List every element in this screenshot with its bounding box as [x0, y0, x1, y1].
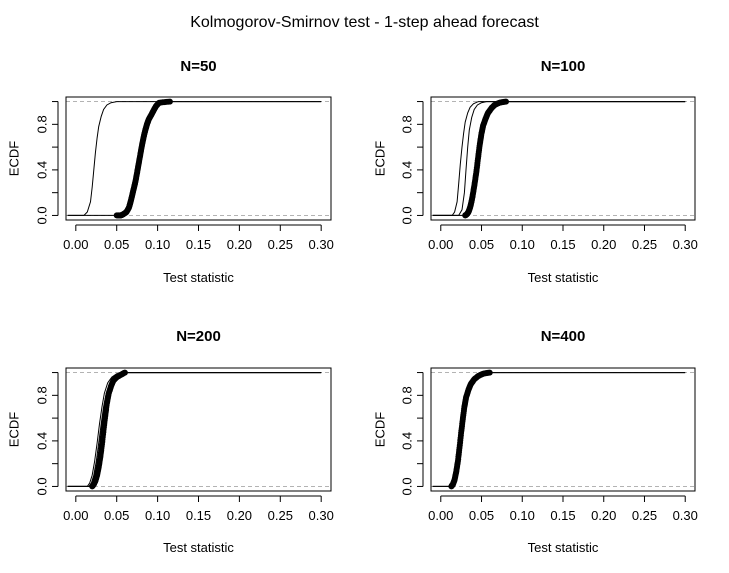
ecdf-line — [432, 101, 686, 216]
x-tick-label: 0.25 — [632, 508, 657, 523]
x-tick-label: 0.05 — [469, 237, 494, 252]
plot-frame — [65, 96, 332, 221]
x-tick-label: 0.15 — [186, 508, 211, 523]
y-tick-label: 0.4 — [400, 432, 415, 450]
y-tick-label: 0.8 — [400, 386, 415, 404]
y-axis-label: ECDF — [373, 141, 388, 176]
x-tick-label: 0.05 — [104, 508, 129, 523]
x-tick-label: 0.30 — [309, 237, 334, 252]
x-axis-label: Test statistic — [528, 540, 599, 555]
ecdf-step-line — [67, 101, 322, 216]
figure-title: Kolmogorov-Smirnov test - 1-step ahead f… — [190, 14, 539, 31]
x-tick-label: 0.20 — [227, 237, 252, 252]
ecdf-point — [121, 369, 128, 376]
x-tick-label: 0.05 — [469, 508, 494, 523]
x-tick-label: 0.25 — [268, 508, 293, 523]
panel-2: 0.00 0.05 0.10 0.15 0.20 0.25 0.30 0.0 0.4 0.8 N=1… — [373, 58, 698, 285]
x-tick-label: 0.10 — [145, 508, 170, 523]
y-tick-label: 0.8 — [400, 115, 415, 133]
x-tick-label: 0.15 — [550, 508, 575, 523]
x-axis-label: Test statistic — [163, 540, 234, 555]
x-tick-label: 0.30 — [673, 508, 698, 523]
ecdf-point — [503, 98, 509, 105]
y-tick-label: 0.0 — [400, 477, 415, 495]
x-tick-label: 0.05 — [104, 237, 129, 252]
plot-area — [432, 369, 686, 490]
x-tick-label: 0.15 — [186, 237, 211, 252]
panel-1: 0.00 0.05 0.10 0.15 0.20 0.25 0.30 0.0 0.4 0.8 N=5… — [7, 58, 334, 285]
panel-title: N=100 — [541, 58, 586, 75]
x-tick-label: 0.00 — [428, 237, 453, 252]
plot-area — [67, 98, 322, 219]
plot-frame — [65, 367, 332, 492]
y-tick-label: 0.4 — [35, 432, 50, 450]
panel-title: N=200 — [176, 328, 221, 345]
y-tick-label: 0.8 — [35, 115, 50, 133]
y-tick-label: 0.4 — [35, 161, 50, 179]
x-tick-label: 0.20 — [591, 237, 616, 252]
plot-frame — [430, 96, 696, 221]
ecdf-point — [486, 369, 493, 376]
panel-3: 0.00 0.05 0.10 0.15 0.20 0.25 0.30 0.0 0.4 0.8 N=2… — [7, 328, 334, 555]
x-tick-label: 0.10 — [510, 508, 535, 523]
x-tick-label: 0.30 — [309, 508, 334, 523]
x-tick-label: 0.30 — [673, 237, 698, 252]
x-tick-label: 0.20 — [227, 508, 252, 523]
y-axis-label: ECDF — [373, 412, 388, 447]
x-axis-label: Test statistic — [528, 270, 599, 285]
plot-area — [67, 369, 322, 490]
panel-4: 0.00 0.05 0.10 0.15 0.20 0.25 0.30 0.0 0.4 0.8 N=4… — [373, 328, 698, 555]
x-tick-label: 0.00 — [63, 237, 88, 252]
x-tick-label: 0.00 — [63, 508, 88, 523]
y-tick-label: 0.4 — [400, 161, 415, 179]
x-tick-label: 0.25 — [632, 237, 657, 252]
y-axis-label: ECDF — [7, 141, 22, 176]
y-tick-label: 0.8 — [35, 386, 50, 404]
y-tick-label: 0.0 — [35, 477, 50, 495]
panel-title: N=400 — [541, 328, 586, 345]
x-axis-label: Test statistic — [163, 270, 234, 285]
ecdf-point — [166, 98, 173, 105]
y-tick-label: 0.0 — [35, 206, 50, 224]
x-tick-label: 0.10 — [510, 237, 535, 252]
y-axis-label: ECDF — [7, 412, 22, 447]
plot-frame — [430, 367, 696, 492]
plot-area — [432, 98, 686, 219]
x-tick-label: 0.20 — [591, 508, 616, 523]
x-tick-label: 0.10 — [145, 237, 170, 252]
panel-title: N=50 — [180, 58, 216, 75]
x-tick-label: 0.15 — [550, 237, 575, 252]
y-tick-label: 0.0 — [400, 206, 415, 224]
ecdf-line — [432, 101, 686, 216]
ecdf-line — [67, 101, 322, 216]
x-tick-label: 0.25 — [268, 237, 293, 252]
x-tick-label: 0.00 — [428, 508, 453, 523]
